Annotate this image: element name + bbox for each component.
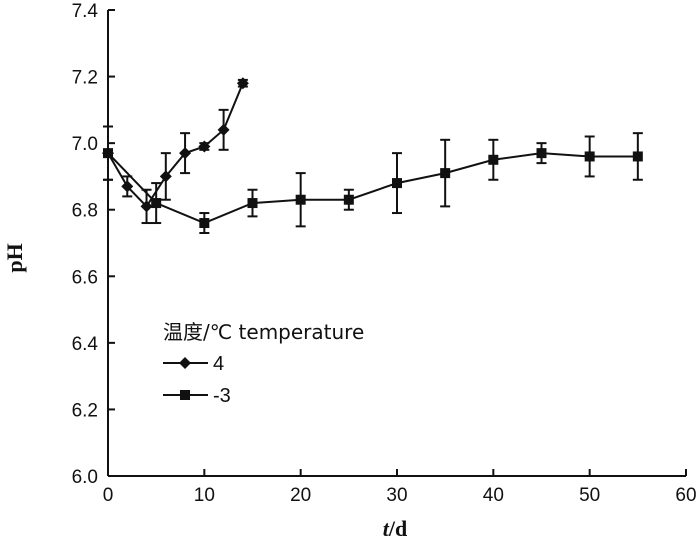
y-tick-label: 7.0 [72, 134, 98, 155]
y-tick-label: 6.4 [72, 334, 99, 355]
data-point [247, 198, 258, 209]
x-tick-label: 50 [579, 485, 600, 506]
y-tick-label: 6.2 [72, 400, 98, 421]
legend-title: 温度/℃ temperature [163, 320, 364, 344]
x-tick-label: 40 [483, 485, 504, 506]
data-point [536, 148, 547, 159]
legend-label: -3 [213, 385, 231, 407]
data-point [584, 151, 595, 162]
data-point [632, 151, 643, 162]
y-tick-label: 7.4 [72, 1, 99, 22]
series-line [107, 152, 638, 225]
data-point [295, 194, 306, 205]
x-tick-label: 30 [386, 485, 407, 506]
data-point [199, 218, 210, 229]
data-point [392, 178, 402, 189]
x-axis-label: t/d [383, 516, 407, 541]
data-point [217, 123, 230, 136]
x-axis-label-italic: t [383, 516, 390, 541]
data-point [440, 168, 451, 179]
series-square [103, 125, 643, 235]
x-tick-label: 60 [675, 485, 696, 506]
data-point [151, 198, 162, 209]
legend-marker [179, 357, 191, 369]
data-point [140, 200, 153, 213]
x-tick-label: 20 [290, 485, 311, 506]
data-point [103, 148, 113, 159]
x-tick-label: 10 [194, 485, 215, 506]
data-point [488, 154, 499, 165]
data-point [179, 147, 192, 160]
y-tick-label: 6.0 [72, 467, 98, 488]
series-layer [102, 77, 643, 235]
y-axis-label: pH [2, 243, 27, 272]
data-point [198, 140, 211, 153]
y-tick-label: 7.2 [72, 68, 98, 89]
legend-label: 4 [213, 353, 224, 375]
y-tick-label: 6.8 [72, 201, 98, 222]
y-tick-label: 6.6 [72, 267, 98, 288]
axes [107, 10, 686, 477]
series-diamond [102, 77, 249, 225]
x-axis-label-unit: /d [388, 516, 407, 541]
x-tick-label: 0 [103, 485, 114, 506]
legend-marker [180, 390, 190, 400]
data-point [121, 180, 134, 193]
data-point [343, 194, 354, 205]
data-point [236, 77, 249, 90]
ticks: 0 10 20 30 40 50 60 6.0 6.2 6.4 6.6 6.8 7.0 7.2 7.4 [72, 1, 697, 506]
legend: 温度/℃ temperature 4 -3 [163, 320, 364, 407]
data-point [159, 170, 172, 183]
